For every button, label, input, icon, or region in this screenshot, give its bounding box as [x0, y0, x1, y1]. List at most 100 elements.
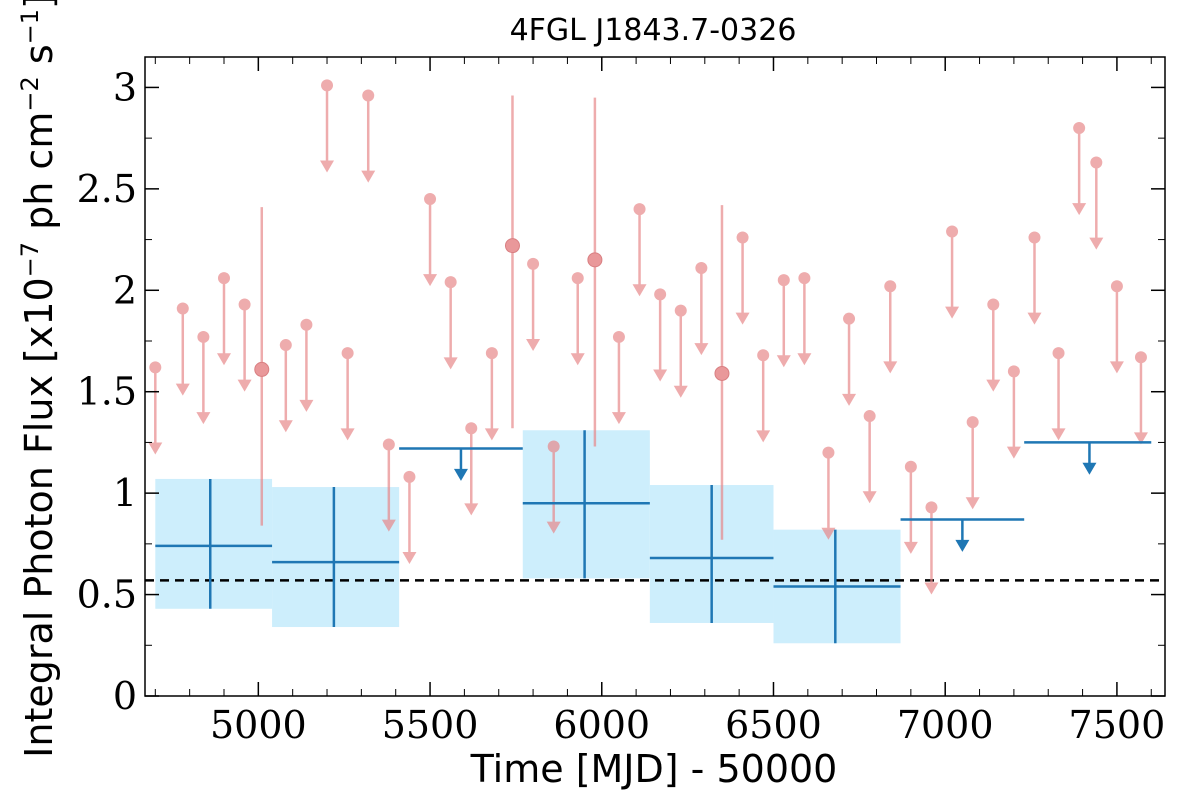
fine-bin-upper-limit	[945, 225, 960, 319]
upper-limit-arrow	[196, 412, 211, 425]
fine-bin-upper-limit	[673, 304, 688, 398]
upper-limit-arrow	[611, 412, 626, 425]
upper-limit-marker	[904, 460, 917, 473]
upper-limit-marker	[300, 318, 313, 331]
upper-limit-arrow	[1006, 446, 1021, 459]
y-tick-label: 2	[113, 268, 137, 312]
detection-marker	[714, 365, 730, 381]
upper-limit-arrow	[924, 582, 939, 595]
upper-limit-marker	[382, 438, 395, 451]
fine-bin-upper-limit	[653, 288, 668, 382]
fine-bin-detection	[504, 95, 520, 429]
upper-limit-marker	[321, 79, 334, 92]
fine-bin-detection	[254, 207, 270, 526]
x-tick-label: 6000	[553, 703, 650, 747]
fine-bin-upper-limit	[402, 470, 417, 565]
upper-limit-arrow	[776, 355, 791, 368]
upper-limit-marker	[884, 280, 897, 293]
upper-limit-arrow	[735, 312, 750, 325]
upper-limit-marker	[695, 261, 708, 274]
fine-bin-upper-limit	[526, 257, 541, 352]
upper-limit-marker	[822, 446, 835, 459]
fine-bin-upper-limit	[299, 318, 314, 412]
upper-limit-arrow	[797, 353, 812, 366]
y-axis-label-exp2: −2	[16, 76, 44, 111]
fine-bin-upper-limit	[546, 440, 561, 534]
upper-limit-marker	[946, 225, 959, 238]
y-tick-label: 0.5	[77, 573, 137, 617]
fine-bin-upper-limit	[570, 272, 585, 366]
fine-bin-detection	[587, 97, 603, 447]
fine-bin-upper-limit	[903, 460, 918, 554]
upper-limit-marker	[1090, 156, 1103, 169]
fine-bin-upper-limit	[776, 274, 791, 368]
fine-bin-upper-limit	[361, 89, 376, 183]
upper-limit-marker	[612, 330, 625, 343]
chart-title: 4FGL J1843.7-0326	[510, 13, 797, 48]
upper-limit-arrow	[464, 503, 479, 516]
detection-marker	[254, 361, 270, 377]
upper-limit-marker	[547, 440, 560, 453]
upper-limit-arrow	[1027, 312, 1042, 325]
y-axis-label-mid: ph cm	[17, 112, 61, 242]
upper-limit-marker	[843, 312, 856, 325]
upper-limit-arrow	[484, 428, 499, 441]
coarse-upper-limit-arrow	[1082, 462, 1097, 475]
upper-limit-arrow	[443, 357, 458, 370]
upper-limit-arrow	[694, 343, 709, 356]
upper-limit-marker	[798, 272, 811, 285]
fine-bin-upper-limit	[464, 422, 479, 516]
upper-limit-arrow	[965, 497, 980, 510]
upper-limit-marker	[341, 347, 354, 360]
upper-limit-arrow	[361, 170, 376, 183]
fine-bin-upper-limit	[381, 438, 396, 532]
upper-limit-arrow	[673, 385, 688, 398]
plot-frame	[144, 56, 1166, 697]
fine-bin-upper-limit	[694, 261, 709, 356]
upper-limit-arrow	[148, 442, 163, 455]
upper-limit-arrow	[986, 379, 1001, 392]
fine-bin-upper-limit	[611, 330, 626, 425]
fine-bin-upper-limit	[423, 193, 438, 287]
detection-marker	[504, 238, 520, 254]
upper-limit-marker	[1110, 280, 1123, 293]
fine-bin-upper-limit	[320, 79, 335, 173]
y-tick-label: 1	[113, 471, 137, 515]
upper-limit-arrow	[756, 430, 771, 443]
fine-bin-upper-limit	[1027, 231, 1042, 325]
y-tick-label: 3	[113, 65, 137, 109]
x-axis-label: Time [MJD] - 50000	[470, 747, 838, 791]
upper-limit-marker	[403, 470, 416, 483]
upper-limit-arrow	[423, 274, 438, 287]
fine-bin-upper-limit	[1089, 156, 1104, 250]
y-axis-label-exp1: −7	[16, 242, 44, 277]
fine-bin-upper-limit	[862, 410, 877, 504]
upper-limit-marker	[571, 272, 584, 285]
upper-limit-arrow	[237, 379, 252, 392]
fine-bin-upper-limit	[965, 416, 980, 510]
upper-limit-marker	[1028, 231, 1041, 244]
y-tick-label: 2.5	[77, 167, 137, 211]
upper-limit-marker	[465, 422, 478, 435]
upper-limit-arrow	[402, 552, 417, 565]
upper-limit-marker	[1134, 351, 1147, 364]
x-tick-label: 7500	[1069, 703, 1166, 747]
upper-limit-marker	[925, 501, 938, 514]
fine-bin-upper-limit	[756, 349, 771, 443]
upper-limit-arrow	[903, 541, 918, 554]
y-axis-label-main: Integral Photon Flux [x10	[17, 277, 61, 758]
upper-limit-arrow	[1051, 428, 1066, 441]
fine-bin-upper-limit	[443, 276, 458, 370]
upper-limit-marker	[757, 349, 770, 362]
fine-bin-upper-limit	[1109, 280, 1124, 374]
fine-bin-upper-limit	[196, 330, 211, 425]
fine-bin-upper-limit	[883, 280, 898, 374]
upper-limit-marker	[197, 330, 210, 343]
upper-limit-marker	[424, 193, 437, 205]
upper-limit-marker	[149, 361, 162, 374]
upper-limit-arrow	[278, 420, 293, 433]
upper-limit-arrow	[546, 521, 561, 534]
fine-bin-upper-limit	[340, 347, 355, 441]
fine-bin-upper-limit	[216, 272, 231, 366]
upper-limit-arrow	[842, 393, 857, 406]
